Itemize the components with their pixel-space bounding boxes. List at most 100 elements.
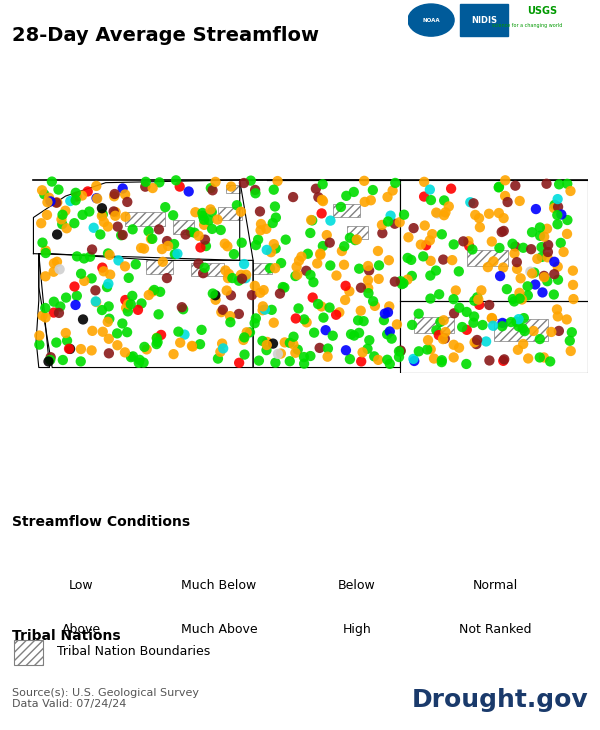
Point	[112, 328, 122, 339]
Point	[562, 228, 572, 239]
Bar	[146, 261, 173, 274]
Point	[234, 275, 244, 287]
Point	[79, 253, 89, 264]
Point	[122, 196, 132, 208]
Point	[225, 310, 235, 322]
Point	[56, 301, 65, 312]
Point	[323, 351, 332, 363]
Point	[199, 267, 208, 279]
Point	[72, 250, 82, 262]
Point	[250, 184, 260, 196]
Text: Much Above: Much Above	[181, 623, 257, 636]
Point	[466, 196, 475, 208]
Point	[294, 255, 304, 266]
Point	[554, 179, 564, 191]
Point	[362, 343, 372, 355]
Point	[449, 339, 458, 350]
Point	[437, 354, 446, 366]
Point	[157, 243, 167, 255]
Point	[85, 251, 95, 263]
Point	[92, 180, 101, 192]
Point	[158, 256, 167, 268]
Point	[568, 279, 578, 291]
Point	[472, 338, 481, 350]
Point	[387, 333, 397, 345]
Point	[386, 210, 395, 221]
Point	[124, 299, 133, 310]
Point	[332, 269, 341, 281]
Point	[407, 270, 416, 282]
Point	[299, 314, 309, 326]
Point	[105, 249, 115, 261]
Point	[109, 191, 119, 202]
Point	[181, 228, 190, 240]
Point	[271, 212, 281, 223]
Point	[314, 191, 323, 203]
Point	[422, 344, 432, 356]
Point	[399, 209, 409, 220]
Bar	[467, 250, 508, 266]
Point	[425, 269, 435, 281]
Point	[256, 224, 265, 236]
Point	[235, 357, 244, 369]
Point	[527, 226, 537, 238]
Point	[278, 281, 287, 293]
Bar	[460, 4, 508, 36]
Point	[120, 347, 130, 358]
Point	[499, 225, 509, 237]
Point	[78, 314, 88, 326]
Point	[358, 347, 367, 358]
Point	[341, 345, 351, 356]
Point	[494, 207, 503, 219]
Point	[200, 262, 209, 274]
Point	[461, 358, 471, 370]
Point	[553, 201, 563, 212]
Point	[511, 241, 520, 253]
Point	[180, 328, 190, 340]
Point	[449, 293, 458, 305]
Point	[499, 355, 508, 366]
Point	[517, 293, 527, 305]
Point	[197, 207, 207, 219]
Point	[102, 281, 112, 293]
Point	[266, 246, 276, 258]
Point	[173, 326, 183, 337]
Point	[198, 210, 208, 221]
Point	[77, 190, 87, 201]
Point	[305, 350, 315, 362]
Point	[538, 287, 547, 299]
Point	[462, 306, 472, 318]
Point	[313, 258, 322, 269]
Point	[322, 229, 332, 241]
Point	[155, 286, 165, 298]
Point	[35, 339, 44, 350]
Point	[431, 324, 441, 336]
Point	[514, 313, 523, 325]
Point	[470, 209, 480, 220]
Point	[271, 242, 280, 254]
Point	[201, 240, 211, 252]
Point	[515, 287, 524, 299]
Point	[97, 304, 107, 316]
Point	[373, 245, 383, 257]
Point	[56, 214, 66, 226]
Point	[409, 353, 418, 365]
Point	[40, 302, 50, 314]
Point	[218, 304, 227, 315]
Point	[177, 301, 187, 313]
Point	[390, 276, 400, 288]
Point	[98, 262, 107, 274]
Point	[547, 326, 556, 338]
Point	[271, 357, 280, 369]
Point	[204, 215, 214, 226]
Point	[423, 334, 433, 346]
Point	[276, 347, 286, 359]
Point	[370, 300, 380, 312]
Point	[250, 318, 259, 329]
Point	[104, 278, 113, 290]
Point	[104, 347, 113, 359]
Point	[420, 220, 430, 231]
Point	[449, 352, 458, 364]
Point	[518, 322, 527, 334]
Point	[208, 185, 217, 196]
